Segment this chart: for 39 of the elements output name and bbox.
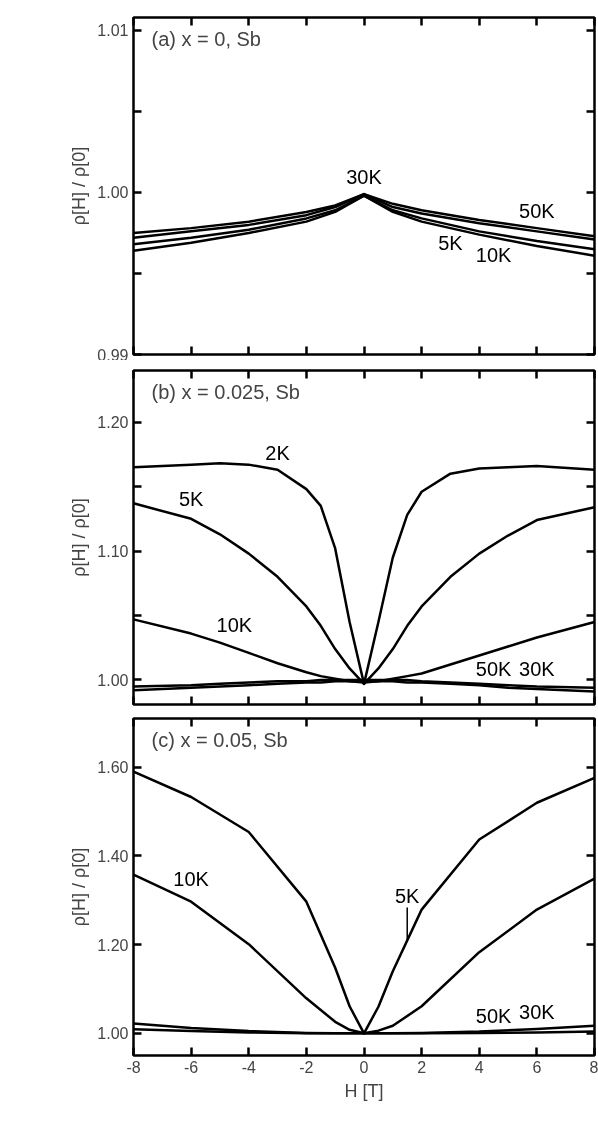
series-label: 30K	[519, 1000, 556, 1023]
x-tick-label: 4	[474, 1058, 484, 1076]
text: (c) x = 0.05, Sb	[151, 728, 288, 751]
y-axis-title: ρ[H] / ρ[0]	[69, 498, 90, 577]
y-tick-label: 1.00	[97, 184, 129, 202]
y-tick-label: 0.99	[97, 346, 129, 364]
x-tick-label: -2	[299, 1058, 314, 1076]
y-tick-label: 1.01	[97, 22, 129, 40]
x-tick-label: -8	[126, 1058, 141, 1076]
series-label: 10K	[216, 613, 253, 636]
text: (a) x = 0, Sb	[151, 27, 261, 50]
y-tick-label: 1.10	[97, 543, 129, 561]
series-label: 50K	[475, 1004, 513, 1027]
series-label: 50K	[519, 200, 556, 223]
y-axis-title: ρ[H] / ρ[0]	[69, 847, 90, 927]
x-tick-label: -4	[241, 1058, 256, 1076]
series-label: 5K	[394, 885, 421, 908]
x-tick-label: -6	[184, 1058, 199, 1076]
y-tick-label: 1.00	[97, 672, 129, 689]
y-tick-label: 1.20	[97, 414, 129, 432]
y-axis-title: ρ[H] / ρ[0]	[69, 146, 90, 226]
x-tick-label: 8	[589, 1058, 598, 1076]
text: (b) x = 0.025, Sb	[151, 380, 300, 403]
y-tick-label: 1.20	[97, 936, 129, 954]
legend-label: 5K	[178, 487, 205, 510]
series-label: 10K	[173, 867, 210, 890]
x-tick-label: 6	[532, 1058, 542, 1076]
series-label: 5K	[438, 232, 464, 255]
y-tick-label: 1.40	[97, 847, 129, 865]
series-label: 30K	[519, 658, 556, 681]
series-label: 10K	[475, 243, 513, 266]
series-label: 30K	[346, 166, 383, 189]
x-tick-label: 0	[359, 1058, 369, 1076]
series-label: 2K	[265, 441, 291, 464]
y-tick-label: 1.60	[97, 759, 129, 777]
y-tick-label: 1.00	[97, 1025, 129, 1043]
x-axis-title: H [T]	[344, 1080, 384, 1101]
x-tick-label: 2	[417, 1058, 427, 1076]
series-label: 50K	[475, 658, 513, 681]
